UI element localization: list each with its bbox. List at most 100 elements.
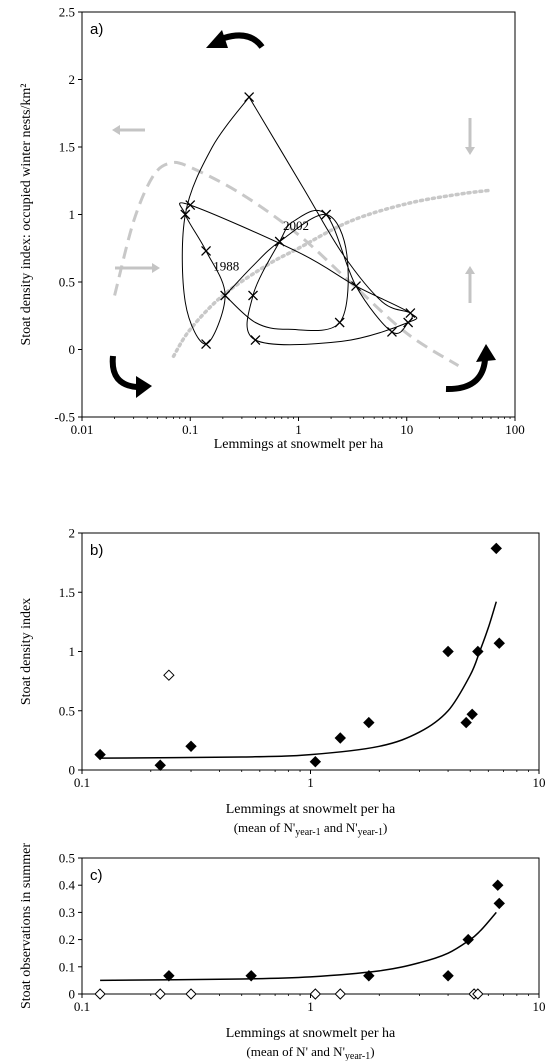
y-tick-label: 0.4 <box>59 878 76 893</box>
panel-b: 0.1 1 10 0 0.5 1 1.5 2 Stoat density index b) Lemm… <box>19 526 546 839</box>
data-point <box>403 317 414 328</box>
data-point-filled <box>466 708 478 721</box>
rotation-arrow <box>445 359 488 393</box>
y-tick-label: 2.5 <box>59 5 75 20</box>
y-axis-label: Stoat density index <box>19 598 34 705</box>
data-point-open <box>94 988 106 1000</box>
x-tick-label: 0.1 <box>182 422 198 437</box>
y-tick-label: 2 <box>69 72 76 87</box>
direction-arrow-head <box>465 147 475 155</box>
data-point-open <box>185 988 197 1000</box>
data-point-open <box>334 988 346 1000</box>
lemming-isocline <box>171 188 493 359</box>
data-point-filled <box>94 748 106 761</box>
data-point-filled <box>493 637 505 649</box>
data-point-open <box>472 988 484 1000</box>
x-axis-label: Lemmings at snowmelt per ha <box>226 1026 396 1041</box>
x-tick-label: 1 <box>295 422 302 437</box>
x-tick-label: 10 <box>533 999 546 1014</box>
data-point <box>405 308 416 319</box>
x-tick-label: 1 <box>307 999 314 1014</box>
y-tick-label: 1 <box>69 644 76 659</box>
data-point-filled <box>493 897 505 910</box>
data-point <box>201 245 212 256</box>
y-tick-label: 0 <box>69 987 76 1002</box>
data-point <box>334 317 345 328</box>
y-axis-label: Stoat density index: occupied winter nes… <box>19 84 34 346</box>
data-point-filled <box>442 970 454 982</box>
data-point <box>220 290 231 301</box>
population-trajectory-inner <box>224 213 349 332</box>
y-tick-label: 1.5 <box>59 140 75 155</box>
data-point-filled <box>185 740 197 753</box>
x-axis-label: Lemmings at snowmelt per ha <box>226 802 396 817</box>
direction-arrow-head <box>465 266 475 274</box>
y-tick-label: -0.5 <box>54 410 75 425</box>
data-point <box>386 326 397 337</box>
x-axis-label-sub: (mean of N'year-1 and N'year-1) <box>234 820 388 838</box>
stoat-isocline <box>113 160 460 367</box>
data-point-filled <box>462 933 474 946</box>
y-tick-label: 0.5 <box>59 703 75 718</box>
x-tick-label: 1 <box>307 775 314 790</box>
data-point <box>351 281 361 292</box>
y-tick-label: 0.2 <box>59 932 75 947</box>
rotation-arrow-head <box>136 376 152 398</box>
data-point-filled <box>163 970 175 982</box>
x-tick-label: 10 <box>533 775 546 790</box>
y-tick-label: 2 <box>69 526 76 541</box>
y-tick-label: 0 <box>69 763 76 778</box>
y-tick-label: 0.1 <box>59 959 75 974</box>
data-point <box>180 209 191 220</box>
fit-curve <box>100 601 498 759</box>
plot-frame <box>81 857 540 995</box>
direction-arrow-head <box>152 263 160 273</box>
x-tick-label: 100 <box>505 422 525 437</box>
data-point-filled <box>472 645 484 658</box>
fit-curve <box>100 911 497 982</box>
y-tick-label: 0.5 <box>59 275 75 290</box>
data-point-filled <box>363 716 375 729</box>
x-tick-label: 10 <box>400 422 413 437</box>
plot-frame <box>81 532 540 771</box>
plot-frame <box>81 11 516 418</box>
y-axis-label: Stoat observations in summer <box>19 843 34 1009</box>
data-point-filled <box>334 732 346 744</box>
data-point-filled <box>490 542 502 555</box>
data-point <box>248 290 258 301</box>
data-point-filled <box>154 759 166 771</box>
data-point <box>250 335 261 346</box>
data-point-filled <box>309 755 322 768</box>
x-tick-label: 0.01 <box>71 422 94 437</box>
data-point-open <box>154 988 166 1000</box>
data-point <box>201 339 212 350</box>
year-annotation: 2002 <box>283 218 309 233</box>
rotation-arrow <box>109 355 138 390</box>
rotation-arrow-head <box>206 30 228 48</box>
data-point-filled <box>442 645 454 658</box>
y-tick-label: 0.5 <box>59 851 75 866</box>
rotation-arrow <box>223 32 265 49</box>
data-point <box>185 200 196 211</box>
data-point <box>321 209 332 220</box>
data-point-filled <box>363 970 375 982</box>
y-tick-label: 0.3 <box>59 905 75 920</box>
data-point-filled <box>492 879 504 891</box>
panel-label: c) <box>90 867 103 884</box>
year-annotation: 1988 <box>213 259 239 274</box>
x-axis-label: Lemmings at snowmelt per ha <box>214 437 384 452</box>
direction-arrow-head <box>112 125 120 135</box>
data-point-open <box>163 669 175 681</box>
data-point-open <box>309 988 322 1000</box>
data-point <box>274 236 285 247</box>
rotation-arrow-head <box>476 344 496 362</box>
y-tick-label: 0 <box>69 342 76 357</box>
panel-a: 0.01 0.1 1 10 100 -0.5 0 0.5 1 1.5 2 2.5 Stoat densi… <box>19 5 525 453</box>
panel-label: b) <box>90 542 103 559</box>
panel-label: a) <box>90 21 103 38</box>
data-point <box>244 92 255 103</box>
x-axis-label-sub: (mean of N' and N'year-1) <box>246 1044 374 1061</box>
x-tick-label: 0.1 <box>74 999 90 1014</box>
